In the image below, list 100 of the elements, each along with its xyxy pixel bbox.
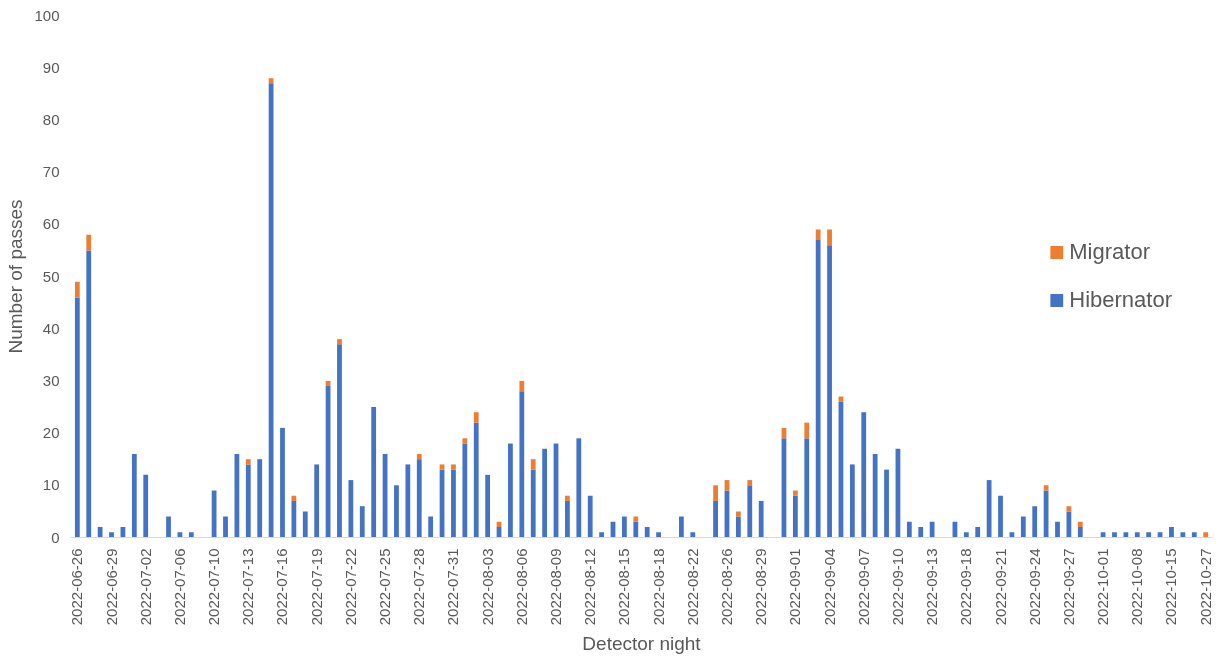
x-tick-label: 2022-10-27: [1196, 548, 1214, 626]
bar: [906, 521, 912, 538]
bar: [599, 532, 604, 538]
bar: [439, 464, 445, 470]
bar: [884, 469, 889, 538]
y-tick-label: 60: [42, 215, 60, 233]
bar: [872, 453, 878, 538]
x-tick-label: 2022-08-29: [752, 548, 770, 626]
bar: [929, 521, 935, 538]
bar: [587, 495, 593, 538]
bar: [565, 500, 570, 538]
x-tick-label: 2022-09-24: [1025, 548, 1043, 626]
x-tick-label: 2022-08-12: [581, 548, 599, 626]
bar: [690, 532, 696, 538]
bar: [280, 427, 285, 538]
x-tick-label: 2022-09-18: [957, 548, 975, 626]
bar: [428, 516, 434, 538]
bar: [633, 516, 639, 522]
bar: [1055, 521, 1060, 538]
bar: [633, 521, 639, 538]
bar: [473, 412, 479, 423]
bar: [451, 469, 456, 538]
bar: [245, 464, 251, 538]
x-tick-label: 2022-10-08: [1128, 548, 1146, 626]
bar: [508, 443, 513, 538]
y-tick-label: 40: [42, 319, 60, 337]
x-tick-label: 2022-07-02: [136, 548, 154, 626]
bar: [223, 516, 228, 538]
bar: [1191, 532, 1197, 538]
x-tick-label: 2022-08-03: [478, 548, 496, 626]
legend-label: Hibernator: [1069, 287, 1172, 313]
bar: [747, 480, 753, 486]
y-tick-label: 100: [34, 6, 60, 24]
bar: [998, 495, 1003, 538]
bar: [291, 500, 297, 538]
x-tick-label: 2022-10-01: [1094, 548, 1112, 626]
bar: [963, 532, 969, 538]
bar: [975, 527, 981, 538]
bar: [302, 511, 308, 538]
x-axis-title: Detector night: [582, 633, 702, 655]
bar: [1020, 516, 1026, 538]
y-tick-label: 0: [51, 528, 60, 546]
y-tick-label: 90: [42, 58, 60, 76]
bar: [644, 527, 650, 538]
bar: [827, 229, 832, 246]
x-tick-label: 2022-08-22: [683, 548, 701, 626]
bar: [804, 438, 810, 538]
x-tick-label: 2022-09-04: [820, 548, 838, 626]
bar: [337, 344, 342, 538]
x-tick-label: 2022-07-06: [170, 548, 188, 626]
bar: [1032, 506, 1038, 538]
bar: [416, 453, 422, 460]
x-tick-label: 2022-09-27: [1059, 548, 1077, 626]
x-tick-label: 2022-07-22: [341, 548, 359, 626]
bar: [348, 480, 354, 538]
x-tick-label: 2022-09-01: [786, 548, 804, 626]
bar: [530, 459, 536, 470]
bar: [713, 500, 718, 538]
x-tick-label: 2022-08-26: [717, 548, 735, 626]
bar: [291, 495, 297, 501]
bar: [986, 480, 992, 538]
bar: [792, 490, 798, 496]
bar: [804, 422, 810, 439]
x-tick-label: 2022-07-19: [307, 548, 325, 626]
x-tick-label: 2022-09-10: [888, 548, 906, 626]
bar: [1077, 527, 1083, 538]
x-tick-label: 2022-09-21: [991, 548, 1009, 626]
x-tick-label: 2022-07-28: [410, 548, 428, 626]
bar: [1180, 532, 1186, 538]
bar: [530, 469, 536, 538]
bar: [815, 239, 821, 538]
bar: [758, 500, 764, 538]
bar: [542, 448, 548, 538]
bar: [314, 464, 320, 538]
x-tick-label: 2022-09-07: [854, 548, 872, 626]
x-tick-label: 2022-06-29: [102, 548, 120, 626]
bar: [519, 391, 525, 538]
bar: [1146, 532, 1152, 538]
y-tick-label: 50: [42, 267, 60, 285]
x-tick-label: 2022-08-09: [547, 548, 565, 626]
bar: [565, 495, 570, 501]
bar: [735, 516, 741, 538]
bar: [827, 245, 832, 538]
bar: [1043, 485, 1049, 491]
y-tick-label: 70: [42, 163, 60, 181]
bar: [576, 438, 582, 538]
bar: [188, 532, 194, 538]
x-tick-label: 2022-07-25: [376, 548, 394, 626]
bar: [97, 527, 103, 538]
bar: [257, 459, 263, 538]
bar: [485, 474, 491, 538]
bar: [86, 234, 92, 251]
bar: [462, 438, 468, 444]
bar: [166, 516, 171, 538]
bar: [918, 527, 924, 538]
bar: [86, 250, 92, 538]
bar: [1169, 527, 1174, 538]
bar: [473, 422, 479, 538]
bar: [405, 464, 411, 538]
bar: [74, 281, 80, 298]
